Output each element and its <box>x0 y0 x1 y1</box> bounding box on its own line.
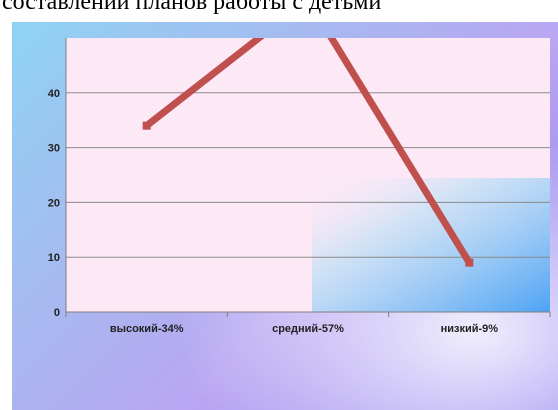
slide-caption: составлении планов работы с детьми <box>2 0 382 14</box>
y-tick-label-40: 40 <box>48 88 60 100</box>
x-axis-tick-labels: высокий-34% средний-57% низкий-9% <box>110 323 498 335</box>
y-axis-tick-labels: 0 10 20 30 40 <box>48 88 60 319</box>
x-tick-label-1: средний-57% <box>272 323 344 335</box>
data-point-0 <box>142 121 151 130</box>
y-tick-label-20: 20 <box>48 197 60 209</box>
y-tick-label-10: 10 <box>48 252 60 264</box>
series <box>142 0 474 267</box>
y-tick-label-30: 30 <box>48 143 60 155</box>
y-tick-label-0: 0 <box>54 307 60 319</box>
data-point-2 <box>465 258 474 267</box>
x-tick-label-0: высокий-34% <box>110 323 184 335</box>
series-line-0 <box>144 38 473 265</box>
x-tick-label-2: низкий-9% <box>441 323 499 335</box>
data-point-1 <box>304 0 312 4</box>
axes <box>65 38 551 317</box>
